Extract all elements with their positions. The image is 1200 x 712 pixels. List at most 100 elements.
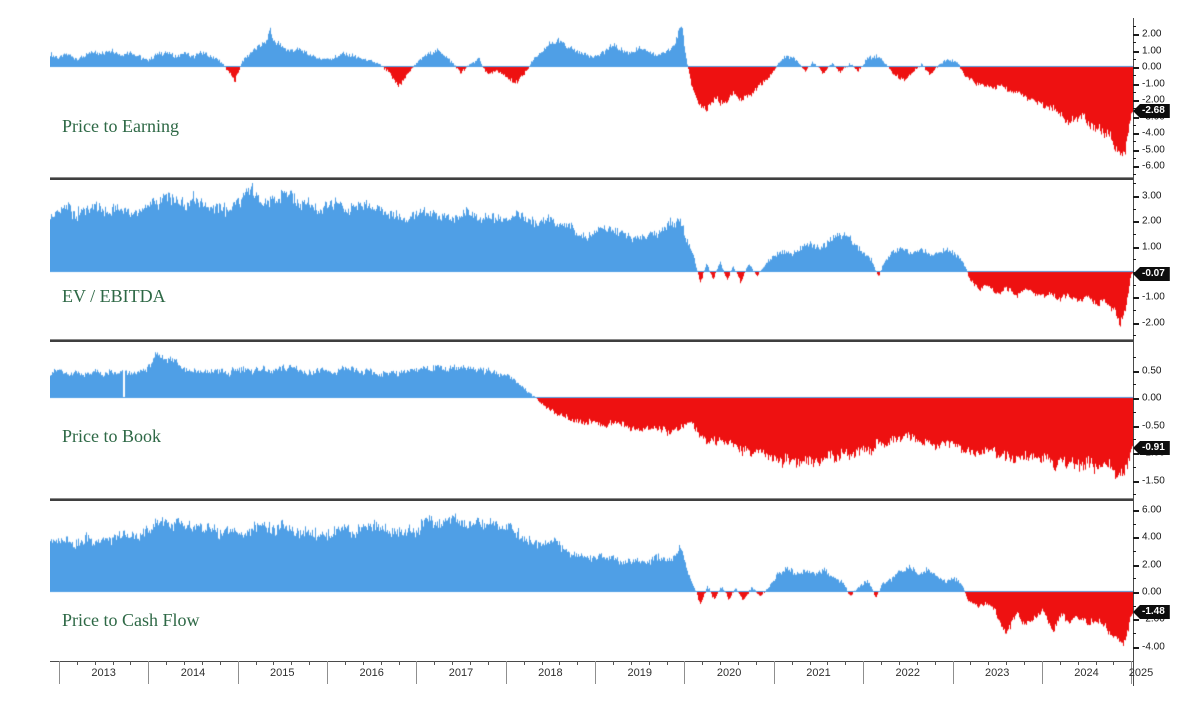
- x-minor-tick: [988, 661, 990, 665]
- last-value-label-price-to-book: -0.91: [1133, 441, 1170, 455]
- x-year-label: 2015: [270, 667, 295, 679]
- y-tick-label: 1.00: [1142, 240, 1162, 252]
- x-minor-tick: [630, 661, 632, 665]
- x-year-label: 2013: [91, 667, 116, 679]
- x-year-label: 2019: [627, 667, 653, 679]
- x-minor-tick: [916, 661, 918, 665]
- x-year-label: 2014: [180, 667, 206, 679]
- y-minor-tick: [1133, 335, 1136, 337]
- panel-title-price-to-earning: Price to Earning: [62, 116, 179, 136]
- y-minor-tick: [1133, 108, 1136, 110]
- y-tick-label: 2.00: [1142, 215, 1162, 227]
- y-tick: [1133, 149, 1139, 152]
- y-tick: [1133, 398, 1139, 400]
- y-minor-tick: [1133, 75, 1136, 77]
- y-minor-tick: [1133, 174, 1136, 176]
- x-minor-tick: [523, 661, 525, 665]
- y-minor-tick: [1133, 234, 1136, 236]
- x-year-separator: [416, 661, 418, 684]
- x-year-label: 2017: [448, 667, 474, 679]
- y-tick: [1133, 34, 1139, 36]
- y-tick: [1133, 116, 1139, 119]
- x-minor-tick: [380, 661, 382, 665]
- x-year-separator: [773, 661, 775, 684]
- x-minor-tick: [362, 661, 364, 665]
- price-to-earning-plot: [50, 18, 1133, 177]
- y-tick: [1133, 166, 1139, 168]
- x-minor-tick: [1059, 661, 1061, 665]
- x-minor-tick: [1024, 661, 1025, 665]
- y-tick-label: 1.00: [1142, 44, 1162, 56]
- x-minor-tick: [559, 661, 561, 665]
- x-minor-tick: [666, 661, 668, 665]
- x-year-separator: [863, 661, 865, 684]
- y-minor-tick: [1133, 550, 1136, 552]
- x-minor-tick: [291, 661, 293, 665]
- panel-title-ev-ebitda: EV / EBITDA: [62, 286, 166, 306]
- x-minor-tick: [970, 661, 972, 665]
- panel-separator: [50, 177, 1134, 180]
- y-minor-tick: [1133, 25, 1136, 27]
- x-minor-tick: [184, 661, 185, 665]
- y-tick-label: 0.50: [1142, 364, 1162, 376]
- x-year-label: 2016: [359, 667, 384, 679]
- x-minor-tick: [1006, 661, 1008, 665]
- y-tick: [1133, 453, 1139, 455]
- x-minor-tick: [934, 661, 936, 665]
- y-minor-tick: [1133, 439, 1136, 441]
- y-tick-label: 6.00: [1142, 504, 1162, 516]
- y-tick-label: -1.00: [1142, 291, 1165, 303]
- x-minor-tick: [612, 661, 614, 665]
- y-minor-tick: [1133, 141, 1136, 143]
- x-minor-tick: [702, 661, 704, 665]
- x-minor-tick: [452, 661, 454, 665]
- x-minor-tick: [76, 661, 78, 665]
- y-minor-tick: [1133, 309, 1136, 311]
- y-minor-tick: [1133, 466, 1136, 468]
- x-minor-tick: [827, 661, 829, 665]
- y-minor-tick: [1133, 284, 1136, 286]
- x-year-label: 2020: [716, 667, 742, 679]
- y-tick-label: 0.00: [1142, 392, 1162, 404]
- x-minor-tick: [809, 661, 811, 665]
- y-tick-label: -1.00: [1142, 77, 1165, 89]
- y-minor-tick: [1133, 578, 1136, 580]
- y-minor-tick: [1133, 411, 1136, 413]
- x-minor-tick: [720, 661, 722, 665]
- y-tick-label: -2.00: [1142, 94, 1165, 106]
- x-minor-tick: [398, 661, 400, 665]
- y-tick: [1133, 646, 1139, 649]
- y-tick-label: -6.00: [1142, 160, 1165, 172]
- y-tick-label: -4.00: [1142, 641, 1165, 653]
- y-tick: [1133, 480, 1139, 483]
- x-minor-tick: [309, 661, 311, 665]
- y-tick: [1133, 246, 1139, 249]
- y-minor-tick: [1133, 356, 1136, 358]
- y-tick: [1133, 50, 1139, 53]
- y-tick: [1133, 370, 1139, 373]
- panel-separator: [50, 339, 1134, 342]
- y-tick: [1133, 425, 1139, 428]
- y-tick: [1133, 100, 1139, 102]
- panel-title-price-to-cash-flow: Price to Cash Flow: [62, 610, 200, 630]
- x-minor-tick: [434, 661, 436, 665]
- y-tick-label: -0.50: [1142, 419, 1165, 431]
- x-minor-tick: [755, 661, 757, 665]
- y-tick-label: 0.00: [1142, 61, 1162, 73]
- x-minor-tick: [1095, 661, 1097, 665]
- y-tick: [1133, 133, 1139, 135]
- x-minor-tick: [577, 661, 579, 665]
- x-minor-tick: [94, 661, 96, 665]
- y-minor-tick: [1133, 42, 1136, 44]
- y-tick-label: 2.00: [1142, 558, 1162, 570]
- y-minor-tick: [1133, 259, 1136, 261]
- y-tick-label: 0.00: [1142, 586, 1162, 598]
- x-year-separator: [237, 661, 239, 684]
- x-minor-tick: [898, 661, 900, 665]
- x-year-separator: [595, 661, 597, 684]
- last-value-label-price-to-earning: -2.68: [1133, 104, 1170, 118]
- y-minor-tick: [1133, 58, 1136, 60]
- x-year-separator: [148, 661, 150, 684]
- y-tick: [1133, 537, 1139, 540]
